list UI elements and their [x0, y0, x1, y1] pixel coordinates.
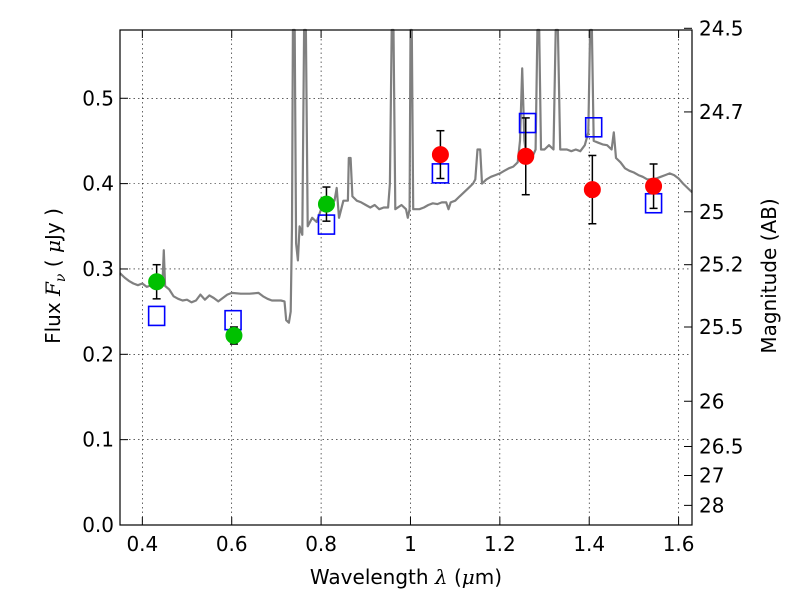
spectrum-series: [119, 28, 693, 324]
y2-axis-label: Magnitude (AB): [757, 198, 781, 353]
y-axis-label-unit-prefix: μ: [41, 240, 65, 253]
y2-tick-label: 25: [699, 200, 724, 224]
plot-frame: [119, 29, 693, 526]
model-flux-square: [147, 305, 166, 327]
y-tick-label: 0.1: [82, 428, 114, 452]
observed-flux-point: [317, 195, 335, 213]
y2-tick-label: 28: [699, 493, 724, 517]
y-tick-label: 0.0: [82, 513, 114, 537]
y2-tick-label: 24.5: [699, 16, 744, 40]
x-axis-label-symbol: λ: [434, 565, 448, 589]
observed-flux-point: [645, 177, 663, 195]
model-flux-square: [584, 116, 603, 138]
x-axis-label-suffix: (: [448, 565, 462, 589]
x-tick-label: 0.6: [216, 532, 248, 556]
x-axis-label-unit-prefix: μ: [462, 565, 475, 589]
x-axis-label: Wavelength λ (μm): [310, 565, 502, 589]
observed-flux-series: [148, 117, 663, 345]
observed-flux-point: [148, 273, 166, 291]
y-axis-label-prefix: Flux: [41, 296, 65, 344]
y-tick-label: 0.3: [82, 257, 114, 281]
x-tick-label: 1: [404, 532, 417, 556]
axis-ticks: 0.4 0.6 0.8 1 1.2 1.4 1.6 0.0 0.1 0.2 0.3 0.4 0.5 24.…: [82, 16, 743, 556]
observed-flux-point: [583, 181, 601, 199]
x-tick-label: 1.4: [573, 532, 605, 556]
y-axis-label-unit: Jy ): [41, 208, 65, 242]
x-tick-label: 0.8: [305, 532, 337, 556]
x-axis-label-unit: m): [475, 565, 502, 589]
x-axis-label-prefix: Wavelength: [310, 565, 435, 589]
y2-tick-label: 25.5: [699, 315, 744, 339]
observed-flux-point: [225, 327, 243, 345]
y-tick-label: 0.5: [82, 86, 114, 110]
observed-flux-point: [431, 146, 449, 164]
x-tick-label: 0.4: [126, 532, 158, 556]
x-tick-label: 1.2: [484, 532, 516, 556]
y-tick-label: 0.4: [82, 172, 114, 196]
y-axis-label-subscript: ν: [53, 273, 69, 282]
grid: [120, 30, 692, 526]
y2-tick-label: 25.2: [699, 253, 744, 277]
observed-flux-point: [517, 147, 535, 165]
y2-tick-label: 27: [699, 464, 724, 488]
y-tick-label: 0.2: [82, 342, 114, 366]
y2-tick-label: 24.7: [699, 100, 744, 124]
y-axis-label: Flux Fν ( μJy ): [41, 208, 69, 344]
x-tick-label: 1.6: [663, 532, 695, 556]
y-axis-label-suffix: (: [41, 253, 65, 274]
spectrum-line: [119, 28, 693, 324]
model-flux-square: [518, 112, 537, 134]
y-axis-label-symbol: F: [41, 281, 65, 297]
y2-tick-label: 26: [699, 389, 724, 413]
y2-tick-label: 26.5: [699, 434, 744, 458]
